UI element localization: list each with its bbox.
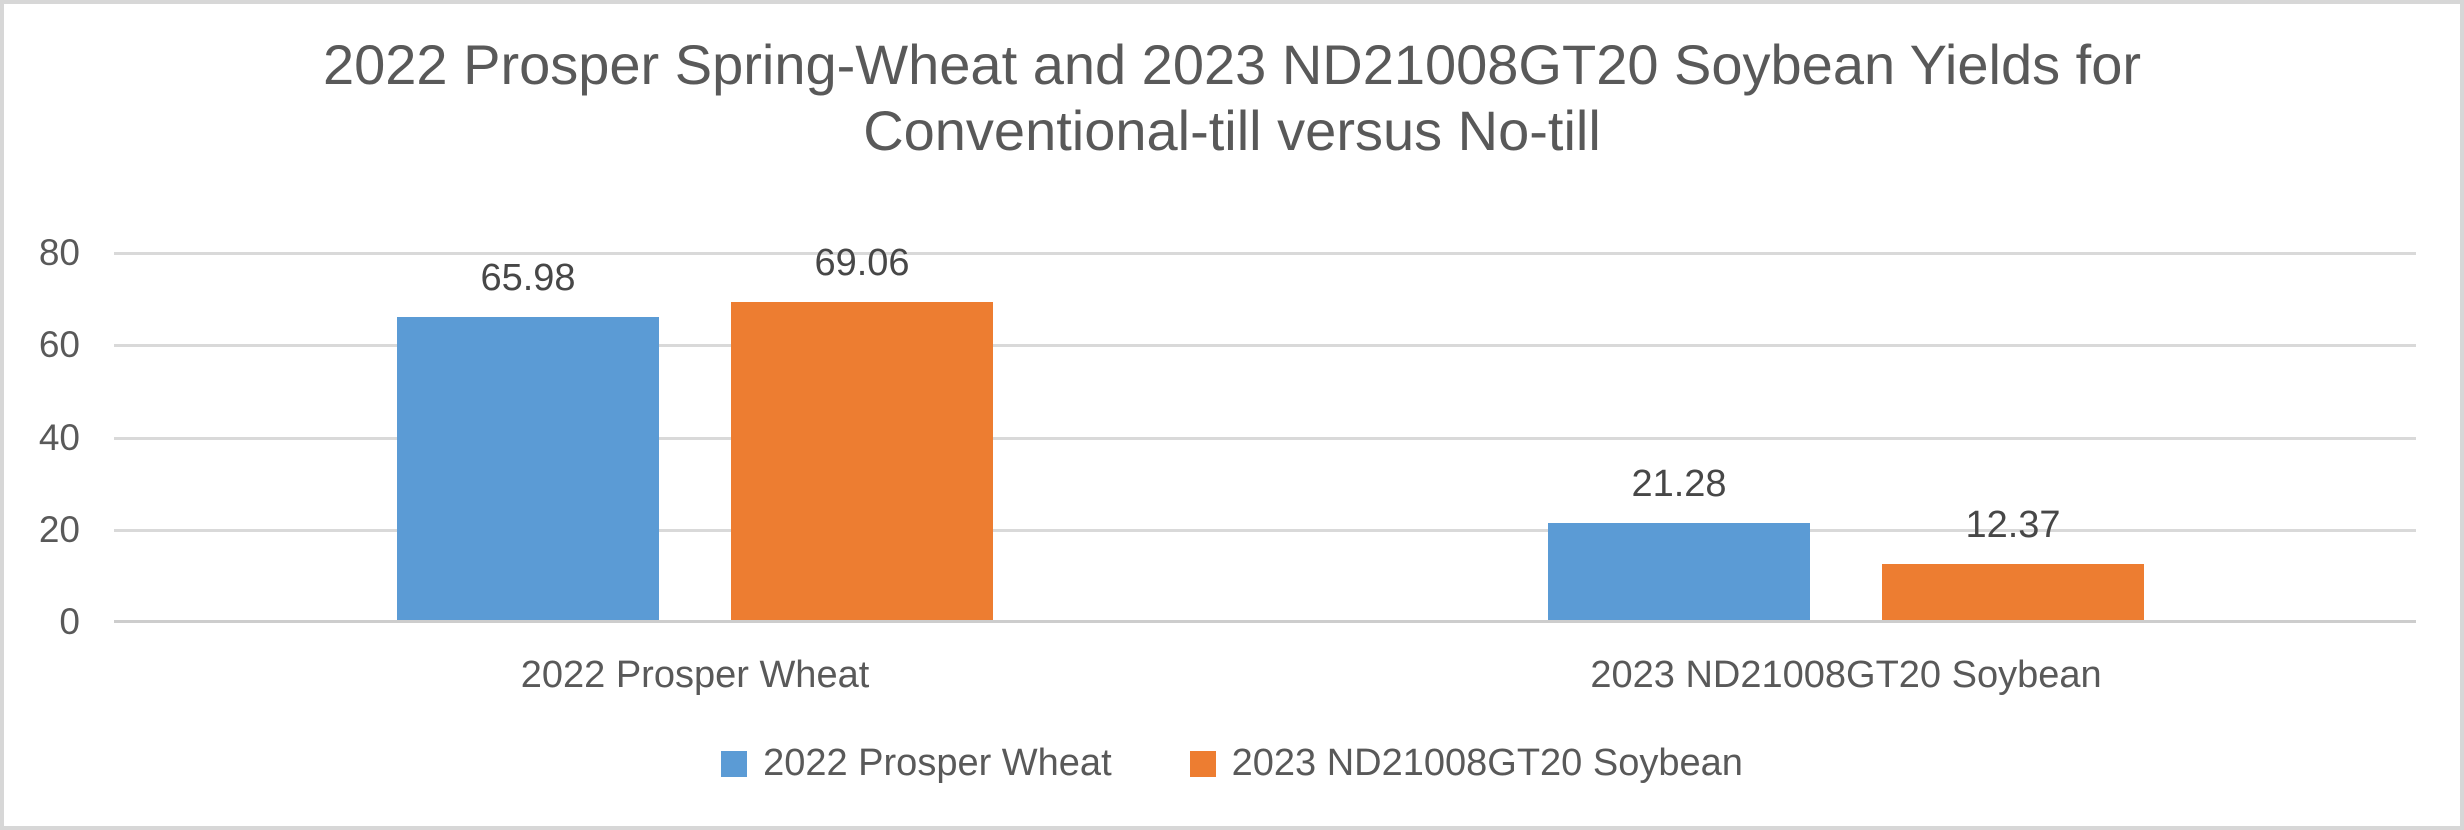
legend-label: 2022 Prosper Wheat xyxy=(763,742,1112,784)
legend-swatch xyxy=(721,750,748,777)
bar-value-label: 69.06 xyxy=(814,242,910,284)
y-tick-label: 0 xyxy=(59,601,80,642)
bar xyxy=(397,317,659,621)
legend: 2022 Prosper Wheat 2023 ND21008GT20 Soybe… xyxy=(4,742,2460,785)
plot-area: 0 20 40 60 80 65.98 21.28 69.06 12.37 2022 Prospe… xyxy=(4,4,2460,826)
bar-value-label: 12.37 xyxy=(1965,504,2061,546)
x-axis-line xyxy=(114,620,2416,623)
y-tick-label: 80 xyxy=(38,232,80,273)
legend-item: 2022 Prosper Wheat xyxy=(721,742,1112,785)
chart-title: 2022 Prosper Spring-Wheat and 2023 ND210… xyxy=(4,32,2460,164)
gridline xyxy=(114,252,2416,255)
y-tick-label: 60 xyxy=(38,324,80,366)
y-tick-label: 40 xyxy=(38,416,80,458)
chart-title-line1: 2022 Prosper Spring-Wheat and 2023 ND210… xyxy=(322,33,2142,96)
legend-item: 2023 ND21008GT20 Soybean xyxy=(1189,742,1743,785)
bar xyxy=(731,302,993,621)
gridline xyxy=(114,436,2416,440)
gridline xyxy=(114,344,2416,348)
category-label: 2022 Prosper Wheat xyxy=(520,654,870,696)
chart-title-line2: Conventional-till versus No-till xyxy=(863,99,1601,162)
bar-value-label: 65.98 xyxy=(480,257,576,299)
gridline xyxy=(114,528,2416,532)
bar-value-label: 21.28 xyxy=(1631,463,1727,505)
legend-swatch xyxy=(1189,750,1216,777)
bar xyxy=(1882,564,2144,621)
legend-label: 2023 ND21008GT20 Soybean xyxy=(1231,742,1743,784)
bar xyxy=(1548,523,1810,621)
category-label: 2023 ND21008GT20 Soybean xyxy=(1590,654,2102,696)
y-tick-label: 20 xyxy=(38,508,80,550)
